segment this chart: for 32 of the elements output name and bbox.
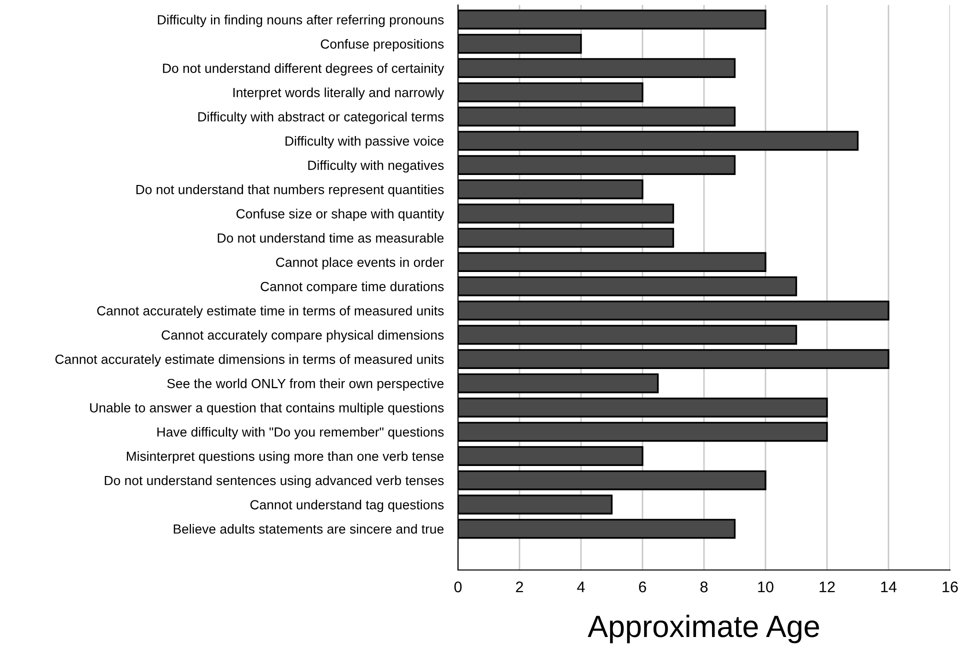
- x-tick-label: 14: [881, 582, 897, 592]
- y-tick-label: Cannot accurately compare physical dimensions: [162, 330, 444, 342]
- y-tick-label: Cannot compare time durations: [260, 282, 444, 294]
- x-tick-label: 16: [942, 582, 958, 592]
- y-tick-label: Confuse prepositions: [320, 39, 444, 52]
- x-tick-label: 2: [516, 582, 523, 592]
- y-tick-label: Misinterpret questions using more than one verb tense: [126, 451, 444, 464]
- y-tick-label: Believe adults statements are sincere and true: [174, 524, 444, 534]
- y-tick-label: Difficulty with negatives: [308, 160, 444, 173]
- y-tick-label: See the world ONLY from their own perspective: [167, 378, 444, 391]
- y-tick-label: Unable to answer a question that contains multiple questions: [90, 402, 444, 416]
- x-tick-label: 0: [454, 582, 462, 592]
- y-tick-label: Confuse size or shape with quantity: [236, 208, 444, 222]
- y-tick-label: Do not understand different degrees of certainity: [163, 63, 444, 76]
- x-tick-label: 4: [577, 582, 585, 592]
- y-tick-label: Have difficulty with "Do you remember" questions: [157, 427, 444, 440]
- x-tick-label: 6: [639, 582, 646, 592]
- y-tick-label: Cannot accurately estimate dimensions in terms of measured units: [55, 354, 444, 367]
- y-tick-label: Cannot accurately estimate time in terms of measured units: [97, 306, 444, 318]
- y-tick-label: Interpret words literally and narrowly: [233, 88, 444, 100]
- x-tick-label: 8: [700, 582, 708, 592]
- x-axis-title: Approximate Age: [588, 614, 820, 644]
- y-tick-label: Do not understand that numbers represent quantities: [136, 184, 444, 197]
- x-tick-label: 12: [820, 582, 835, 592]
- y-tick-label: Difficulty with abstract or categorical terms: [198, 112, 444, 124]
- y-tick-label: Do not understand sentences using advanced verb tenses: [104, 476, 444, 488]
- x-tick-label: 10: [758, 582, 774, 592]
- y-tick-label: Do not understand time as measurable: [218, 233, 444, 243]
- y-tick-label: Difficulty in finding nouns after referring pronouns: [158, 14, 444, 28]
- y-tick-label: Cannot understand tag questions: [250, 500, 444, 512]
- y-tick-label: Cannot place events in order: [276, 257, 444, 270]
- y-tick-label: Difficulty with passive voice: [286, 136, 444, 148]
